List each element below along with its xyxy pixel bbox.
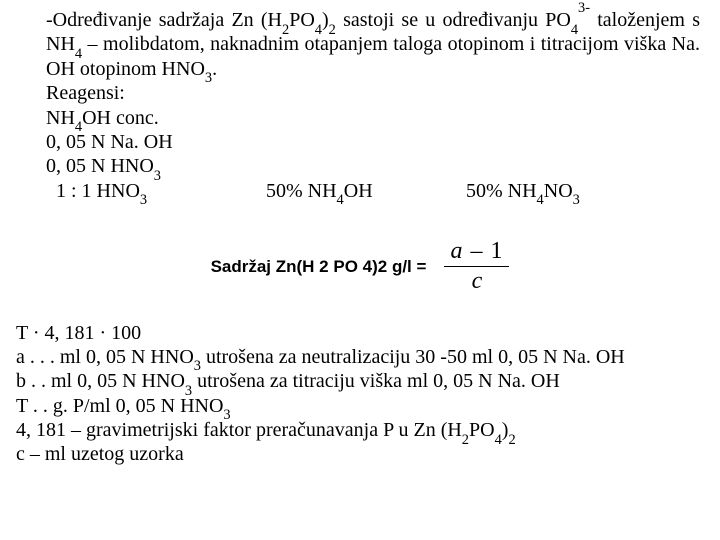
reagent-line: 1 : 1 HNO3 50% NH4OH 50% NH4NO3: [46, 179, 706, 203]
sub: 2: [329, 22, 336, 38]
def-line: 4, 181 – gravimetrijski faktor preračuna…: [16, 418, 706, 442]
text: b . . ml 0, 05 N HNO: [16, 370, 185, 392]
col: 50% NH4OH: [266, 179, 466, 203]
num: 1: [490, 238, 503, 264]
definitions-block: T · 4, 181 · 100 a . . . ml 0, 05 N HNO3…: [16, 321, 706, 467]
intro-paragraph: -Određivanje sadržaja Zn (H2PO4)2 sastoj…: [46, 8, 700, 81]
sub: 2: [282, 22, 289, 38]
text: OH conc.: [82, 107, 159, 129]
sub: 3: [154, 168, 161, 184]
formula-label: Sadržaj Zn(H 2 PO 4)2 g/l =: [211, 257, 427, 277]
sub: 2: [508, 432, 515, 448]
text: ): [322, 9, 329, 31]
sub: 3: [205, 70, 212, 86]
text: 0, 05 N HNO: [46, 155, 154, 177]
text: NH: [46, 107, 75, 129]
var: a: [450, 238, 463, 264]
text: – molibdatom, naknadnim otapanjem taloga: [82, 33, 442, 55]
sub: 3: [185, 383, 192, 399]
text: NO: [544, 180, 573, 202]
text: .: [212, 58, 217, 80]
def-line: c – ml uzetog uzorka: [16, 442, 706, 466]
fraction: a – 1 c: [444, 239, 509, 294]
text: PO: [289, 9, 315, 31]
text: sastoji se u određivanju PO: [336, 9, 571, 31]
sub: 3: [223, 407, 230, 423]
sub: 4: [571, 22, 578, 38]
formula-row: Sadržaj Zn(H 2 PO 4)2 g/l = a – 1 c: [14, 239, 706, 294]
text: utrošena za neutralizaciju 30 -50 ml 0, …: [201, 346, 625, 368]
def-line: b . . ml 0, 05 N HNO3 utrošena za titrac…: [16, 369, 706, 393]
text: OH: [344, 180, 373, 202]
sub: 3: [573, 192, 580, 208]
sub: 3: [140, 192, 147, 208]
text: 4, 181 – gravimetrijski faktor preračuna…: [16, 419, 462, 441]
sub: 4: [495, 432, 502, 448]
sub: 4: [337, 192, 344, 208]
reagents-label: Reagensi:: [46, 81, 706, 105]
sub: 4: [75, 46, 82, 62]
sup: 3-: [578, 0, 590, 16]
def-line: a . . . ml 0, 05 N HNO3 utrošena za neut…: [16, 345, 706, 369]
fraction-denominator: c: [444, 267, 509, 294]
def-line: T · 4, 181 · 100: [16, 321, 706, 345]
reagent-line: 0, 05 N Na. OH: [46, 130, 706, 154]
reagent-line: NH4OH conc.: [46, 106, 706, 130]
text: –: [463, 238, 490, 264]
sub: 4: [537, 192, 544, 208]
reagents-block: Reagensi: NH4OH conc. 0, 05 N Na. OH 0, …: [46, 81, 706, 203]
document-page: -Određivanje sadržaja Zn (H2PO4)2 sastoj…: [0, 0, 720, 540]
sub: 4: [75, 119, 82, 135]
text: a . . . ml 0, 05 N HNO: [16, 346, 194, 368]
sub: 2: [462, 432, 469, 448]
text: PO: [469, 419, 495, 441]
col: 50% NH4NO3: [466, 179, 706, 203]
sub: 3: [194, 358, 201, 374]
text: utrošena za titraciju viška ml 0, 05 N N…: [192, 370, 560, 392]
text: T . . g. P/ml 0, 05 N HNO: [16, 395, 223, 417]
text: 1 : 1 HNO: [56, 180, 140, 202]
fraction-numerator: a – 1: [444, 239, 509, 267]
reagent-line: 0, 05 N HNO3: [46, 154, 706, 178]
text: 50% NH: [466, 180, 537, 202]
sub: 4: [315, 22, 322, 38]
text: -Određivanje sadržaja Zn (H: [46, 9, 282, 31]
def-line: T . . g. P/ml 0, 05 N HNO3: [16, 394, 706, 418]
text: 50% NH: [266, 180, 337, 202]
